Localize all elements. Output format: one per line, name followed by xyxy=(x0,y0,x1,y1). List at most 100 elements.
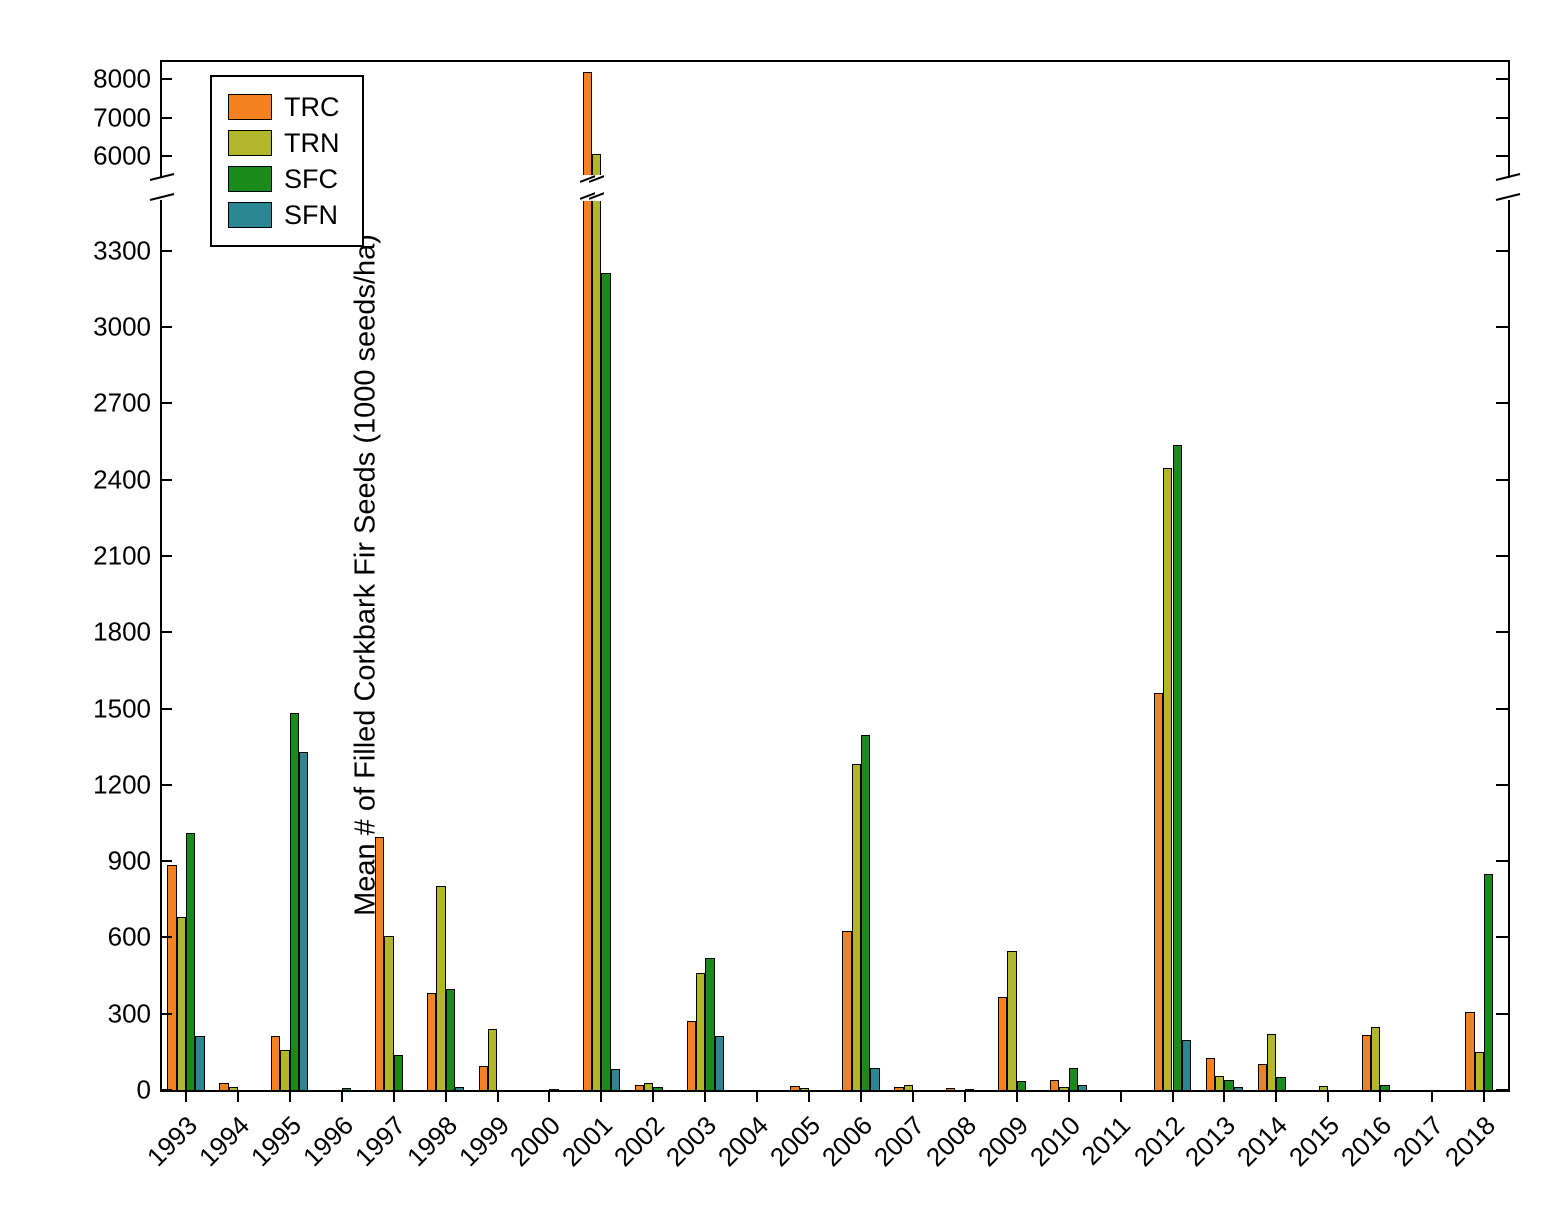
x-tick-label: 2011 xyxy=(1075,1110,1136,1171)
x-tick-label: 1996 xyxy=(297,1110,360,1173)
y-tick-right xyxy=(1496,555,1508,557)
legend: TRC TRN SFC SFN xyxy=(210,75,364,247)
legend-item-sfc: SFC xyxy=(228,161,340,197)
x-tick-label: 2013 xyxy=(1179,1110,1242,1173)
bar xyxy=(290,713,299,1091)
x-tick-label: 2009 xyxy=(972,1110,1035,1173)
legend-swatch-trc xyxy=(228,94,272,120)
y-axis-title: Mean # of Filled Corkbark Fir Seeds (100… xyxy=(349,234,382,916)
y-tick-right xyxy=(1496,860,1508,862)
bar xyxy=(1224,1080,1233,1091)
y-tick xyxy=(160,326,172,328)
y-tick-label: 1200 xyxy=(71,769,151,800)
bar xyxy=(1362,1035,1371,1091)
x-tick-label: 2000 xyxy=(504,1110,567,1173)
bar xyxy=(280,1050,289,1091)
x-tick xyxy=(1483,1090,1485,1102)
legend-swatch-sfn xyxy=(228,202,272,228)
x-tick xyxy=(860,1090,862,1102)
y-tick xyxy=(160,1013,172,1015)
plot-baseline xyxy=(160,1090,1510,1092)
y-tick-right xyxy=(1496,936,1508,938)
bar xyxy=(1154,693,1163,1091)
y-tick xyxy=(160,631,172,633)
x-tick xyxy=(393,1090,395,1102)
axis-break-mark-left xyxy=(148,172,176,204)
x-tick xyxy=(704,1090,706,1102)
x-tick-label: 2018 xyxy=(1439,1110,1502,1173)
x-tick xyxy=(1016,1090,1018,1102)
y-tick-label: 0 xyxy=(71,1075,151,1106)
bar xyxy=(635,1085,644,1091)
bar xyxy=(1069,1068,1078,1091)
bar xyxy=(479,1066,488,1091)
bar xyxy=(705,958,714,1092)
bar xyxy=(1017,1081,1026,1091)
y-tick-right xyxy=(1496,631,1508,633)
legend-label-trc: TRC xyxy=(284,92,340,123)
bar xyxy=(177,917,186,1091)
x-tick-label: 2016 xyxy=(1335,1110,1398,1173)
x-tick xyxy=(237,1090,239,1102)
y-tick-right xyxy=(1496,117,1508,119)
y-tick xyxy=(160,784,172,786)
x-tick-label: 1997 xyxy=(349,1110,412,1173)
y-tick-right xyxy=(1496,1013,1508,1015)
x-tick-label: 1999 xyxy=(452,1110,515,1173)
bar xyxy=(1007,951,1016,1091)
bar xyxy=(601,273,610,1091)
bar xyxy=(427,993,436,1091)
y-tick xyxy=(160,250,172,252)
axis-break-mark-right xyxy=(1494,172,1522,204)
y-tick xyxy=(160,708,172,710)
y-tick-label: 7000 xyxy=(71,102,151,133)
bar xyxy=(342,1088,351,1091)
x-tick-label: 2015 xyxy=(1283,1110,1346,1173)
y-tick-label: 2100 xyxy=(71,541,151,572)
y-tick xyxy=(160,479,172,481)
y-tick-right xyxy=(1496,1089,1508,1091)
x-tick xyxy=(548,1090,550,1102)
y-tick-label: 2700 xyxy=(71,388,151,419)
x-tick-label: 2010 xyxy=(1024,1110,1087,1173)
bar xyxy=(1206,1058,1215,1091)
x-tick xyxy=(912,1090,914,1102)
x-tick-label: 2017 xyxy=(1387,1110,1450,1173)
bar xyxy=(852,764,861,1091)
bar xyxy=(455,1087,464,1091)
bar xyxy=(375,837,384,1091)
bar xyxy=(1258,1064,1267,1091)
chart-container: Mean # of Filled Corkbark Fir Seeds (100… xyxy=(0,0,1551,1223)
bar xyxy=(715,1036,724,1091)
bar xyxy=(592,154,601,175)
y-tick xyxy=(160,1089,172,1091)
legend-swatch-trn xyxy=(228,130,272,156)
x-tick xyxy=(185,1090,187,1102)
legend-swatch-sfc xyxy=(228,166,272,192)
y-tick-right xyxy=(1496,326,1508,328)
bar xyxy=(583,72,592,176)
x-tick xyxy=(1327,1090,1329,1102)
x-tick-label: 2014 xyxy=(1231,1110,1294,1173)
y-tick-right xyxy=(1496,155,1508,157)
y-tick-label: 1500 xyxy=(71,693,151,724)
x-tick-label: 1994 xyxy=(193,1110,256,1173)
x-tick-label: 1995 xyxy=(245,1110,308,1173)
legend-label-trn: TRN xyxy=(284,128,340,159)
bar xyxy=(384,936,393,1091)
x-tick xyxy=(964,1090,966,1102)
bar xyxy=(446,989,455,1091)
x-tick xyxy=(600,1090,602,1102)
bar xyxy=(1078,1085,1087,1091)
bar xyxy=(488,1029,497,1091)
x-tick xyxy=(341,1090,343,1102)
bar xyxy=(611,1069,620,1091)
legend-item-sfn: SFN xyxy=(228,197,340,233)
bar xyxy=(436,886,445,1091)
bar xyxy=(1050,1080,1059,1091)
y-tick-label: 3300 xyxy=(71,235,151,266)
bar-break-mark xyxy=(589,175,604,201)
y-tick-label: 6000 xyxy=(71,140,151,171)
bar xyxy=(965,1089,974,1091)
x-tick-label: 2012 xyxy=(1127,1110,1190,1173)
